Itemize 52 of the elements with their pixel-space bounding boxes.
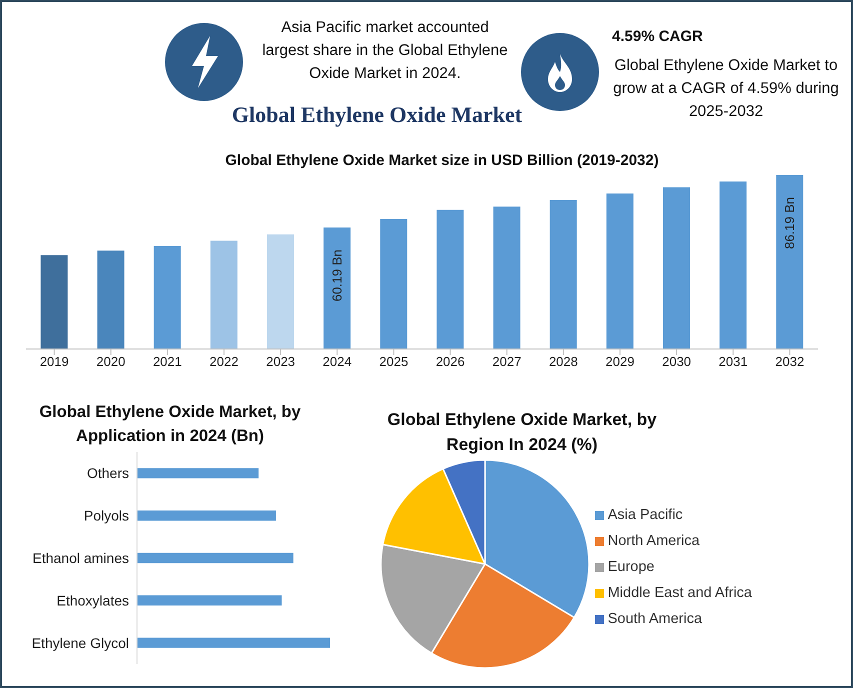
y-tick-label: Others	[86, 465, 129, 482]
x-tick-label: 2030	[662, 354, 692, 370]
bar	[493, 206, 520, 349]
text: 4.59% CAGR	[612, 28, 703, 45]
x-tick-label: 2020	[96, 354, 126, 370]
chart-title: Global Ethylene Oxide Market, by Application in 2024 (Bn)	[38, 402, 302, 447]
legend-label: South America	[608, 611, 702, 627]
x-tick-label: 2023	[266, 354, 296, 370]
x-tick-label: 2031	[718, 354, 748, 370]
legend-label: Asia Pacific	[608, 507, 683, 523]
bar	[662, 187, 690, 349]
bar	[436, 210, 464, 349]
legend-label: North America	[608, 533, 700, 549]
bar	[550, 200, 577, 349]
bar	[380, 218, 408, 349]
bar	[137, 552, 294, 564]
y-tick-label: Ethylene Glycol	[32, 634, 129, 651]
x-tick-label: 2021	[152, 354, 182, 370]
bar	[137, 595, 282, 606]
text: Global Ethylene Oxide Market	[230, 102, 524, 128]
x-tick-label: 2024	[322, 354, 352, 370]
x-tick-label: 2032	[775, 354, 804, 370]
x-tick-label: 2019	[40, 354, 69, 370]
y-tick-label: Ethanol amines	[32, 550, 129, 566]
bar	[720, 181, 747, 349]
bar	[137, 510, 276, 521]
x-tick-label: 2025	[379, 354, 408, 370]
bar	[154, 246, 181, 349]
bar	[97, 250, 124, 349]
chart-title: Global Ethylene Oxide Market, by Region In 2024 (%)	[386, 409, 658, 456]
bar	[324, 227, 351, 349]
x-tick-label: 2029	[606, 354, 634, 370]
chart-title: Global Ethylene Oxide Market size in USD Billion (2019-2032)	[224, 152, 660, 169]
legend-label: Europe	[608, 559, 654, 575]
x-tick-label: 2028	[548, 354, 578, 370]
x-tick-label: 2026	[436, 354, 465, 370]
x-tick-label: 2022	[210, 354, 238, 370]
y-tick-label: Ethoxylates	[56, 592, 129, 608]
y-tick-label: Polyols	[84, 508, 129, 524]
text: Asia Pacific market accounted largest share in the Global Ethylene Oxide Market in 2024.	[261, 18, 509, 84]
legend-label: Middle East and Africa	[608, 585, 752, 601]
bar	[137, 468, 259, 478]
bar	[266, 234, 294, 349]
bar	[776, 175, 804, 349]
bar	[40, 255, 68, 349]
bar	[210, 240, 238, 349]
data-label: 60.19 Bn	[330, 249, 345, 302]
bar	[137, 638, 330, 648]
text: Global Ethylene Oxide Market to grow at a CAGR of 4.59% during 2025-2032	[612, 56, 840, 122]
bar	[606, 194, 634, 349]
x-tick-label: 2027	[492, 354, 522, 370]
data-label: 86.19 Bn	[782, 196, 798, 250]
